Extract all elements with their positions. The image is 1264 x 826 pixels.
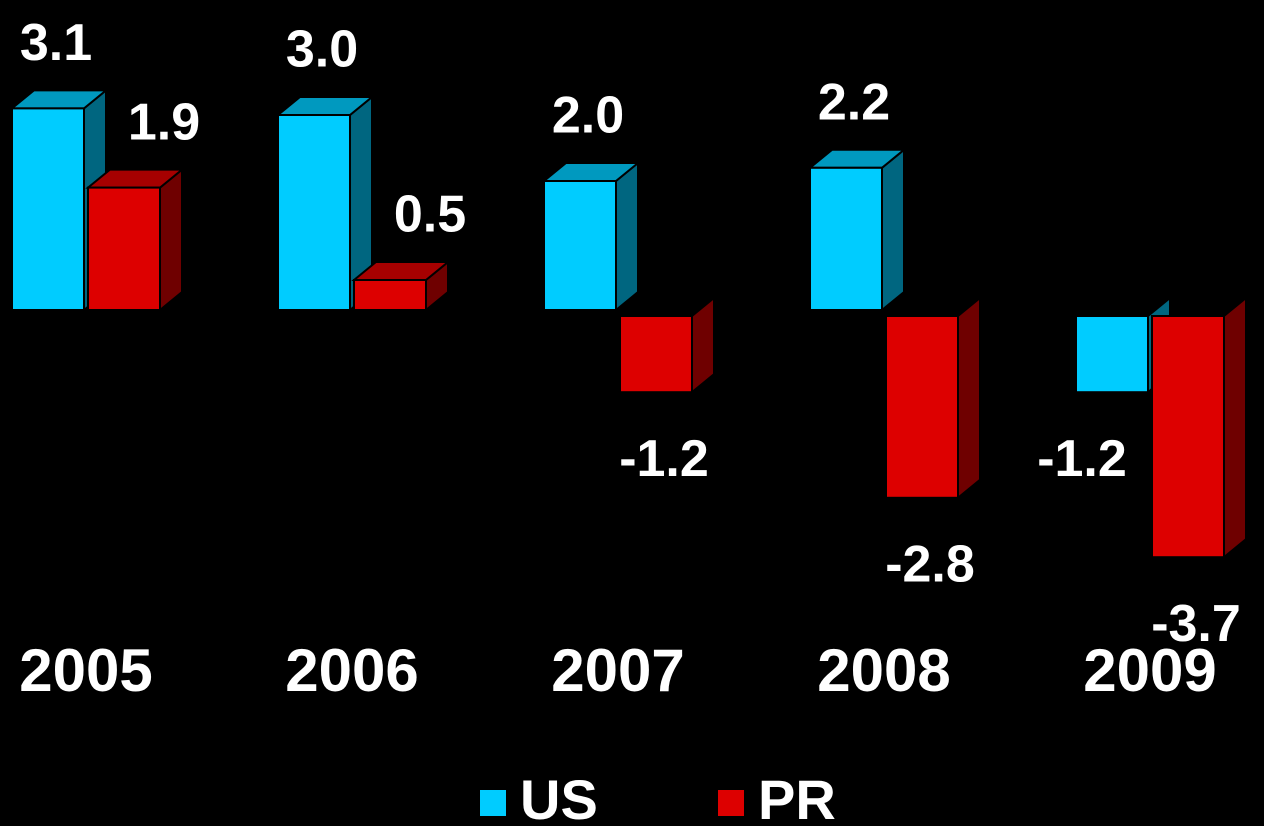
bar: [543, 180, 617, 311]
value-label: -1.2: [1037, 430, 1127, 488]
bar: [809, 166, 883, 311]
value-label: 1.9: [128, 93, 200, 151]
bar-side: [1223, 295, 1247, 560]
x-tick-label: 2009: [1083, 637, 1216, 704]
legend-label: US: [520, 768, 598, 826]
x-tick-label: 2007: [551, 637, 684, 704]
bar-side: [691, 295, 715, 395]
value-label: 2.0: [552, 87, 624, 145]
legend-swatch: [718, 790, 744, 816]
value-label: -1.2: [619, 430, 709, 488]
x-tick-label: 2006: [285, 637, 418, 704]
bar: [1151, 315, 1225, 559]
bar-side: [957, 295, 981, 500]
bar: [11, 107, 85, 312]
legend-label: PR: [758, 768, 836, 826]
x-tick-label: 2005: [19, 637, 152, 704]
bar: [1075, 315, 1149, 394]
value-label: 2.2: [818, 74, 890, 132]
bar: [885, 315, 959, 499]
bar: [353, 279, 427, 311]
value-label: -3.7: [1151, 595, 1241, 653]
bar: [619, 315, 693, 394]
x-tick-label: 2008: [817, 637, 950, 704]
value-label: -2.8: [885, 536, 975, 594]
bar-side: [159, 167, 183, 313]
bar: [87, 186, 161, 312]
value-label: 3.1: [20, 14, 92, 72]
value-label: 3.0: [286, 21, 358, 79]
bar-side: [615, 160, 639, 313]
value-label: 0.5: [394, 186, 466, 244]
bar: [277, 114, 351, 311]
legend-swatch: [480, 790, 506, 816]
bar-side: [881, 147, 905, 313]
